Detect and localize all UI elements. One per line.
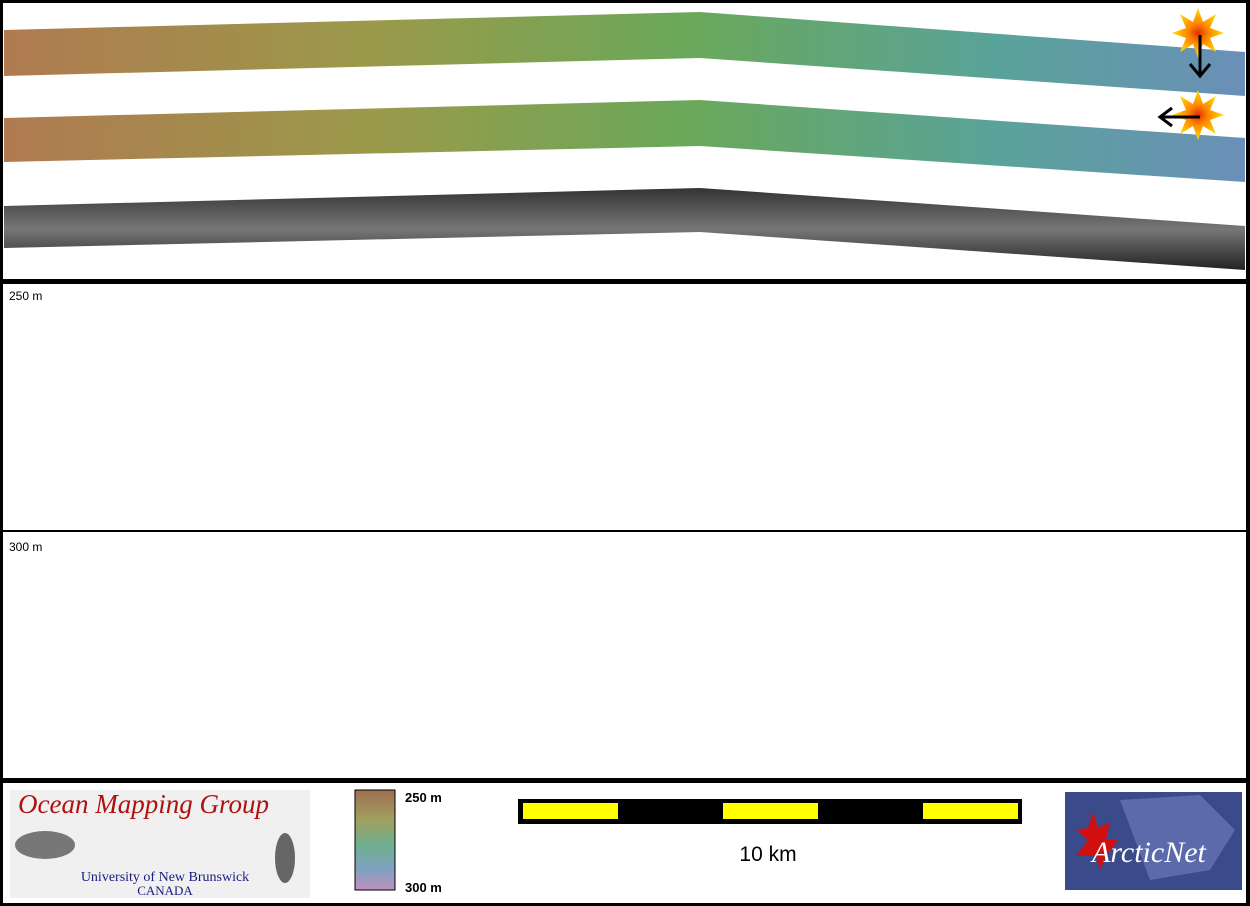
omg-logo: Ocean Mapping Group University of New Br… <box>10 789 310 898</box>
logo-title: ArcticNet <box>1090 836 1207 869</box>
depth-panel <box>3 532 1246 778</box>
shaded-swath <box>4 100 1245 182</box>
depth-label: 300 m <box>9 540 42 554</box>
shaded-swath <box>4 12 1245 96</box>
arcticnet-logo: ArcticNet <box>1065 792 1242 890</box>
sun-icon <box>1172 8 1224 79</box>
scale-bar <box>518 799 1022 824</box>
depth-panel <box>3 284 1246 530</box>
legend-label: 250 m <box>405 790 442 805</box>
legend-label: 300 m <box>405 880 442 895</box>
backscatter-swath <box>4 188 1245 270</box>
depth-label: 250 m <box>9 289 42 303</box>
logo-text: University of New Brunswick <box>81 870 249 885</box>
color-bar <box>354 789 396 891</box>
scale-label: 10 km <box>739 843 796 866</box>
logo-title: Ocean Mapping Group <box>18 789 269 819</box>
sun-icon <box>1157 90 1224 140</box>
logo-text: CANADA <box>137 883 193 898</box>
